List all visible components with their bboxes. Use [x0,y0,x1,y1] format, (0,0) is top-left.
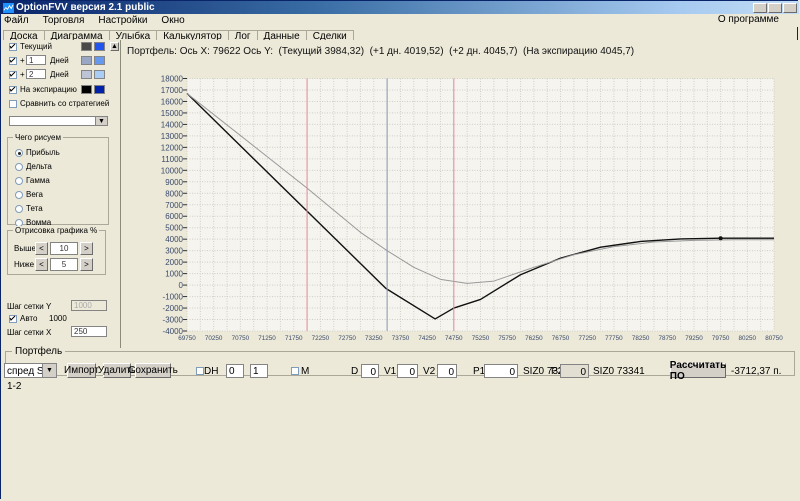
svg-text:9000: 9000 [165,178,183,187]
svg-text:18000: 18000 [161,75,184,84]
svg-text:11000: 11000 [161,155,183,164]
svg-text:-2000: -2000 [163,304,184,313]
svg-text:14000: 14000 [161,120,184,129]
svg-text:8000: 8000 [165,189,183,198]
svg-text:17000: 17000 [161,86,184,95]
svg-text:74750: 74750 [445,335,463,342]
svg-text:-3000: -3000 [163,316,184,325]
svg-text:73250: 73250 [365,335,383,342]
svg-text:78250: 78250 [632,335,650,342]
svg-text:76250: 76250 [525,335,543,342]
svg-text:80250: 80250 [739,335,757,342]
svg-text:77250: 77250 [578,335,596,342]
svg-text:70250: 70250 [205,335,223,342]
svg-text:6000: 6000 [165,212,183,221]
svg-text:5000: 5000 [165,224,183,233]
svg-text:69750: 69750 [178,335,196,342]
svg-text:1000: 1000 [165,270,183,279]
svg-text:72250: 72250 [312,335,330,342]
svg-text:15000: 15000 [161,109,184,118]
svg-text:13000: 13000 [161,132,184,141]
svg-text:7000: 7000 [165,201,183,210]
svg-text:79750: 79750 [712,335,730,342]
svg-text:3000: 3000 [165,247,183,256]
svg-text:0: 0 [179,281,184,290]
svg-text:12000: 12000 [161,143,184,152]
svg-text:79250: 79250 [685,335,703,342]
svg-text:10000: 10000 [161,166,184,175]
svg-text:72750: 72750 [338,335,356,342]
svg-text:4000: 4000 [165,235,183,244]
svg-text:16000: 16000 [161,97,184,106]
svg-text:71250: 71250 [258,335,276,342]
svg-text:77750: 77750 [605,335,623,342]
svg-text:73750: 73750 [392,335,410,342]
svg-text:75750: 75750 [498,335,516,342]
svg-text:71750: 71750 [285,335,303,342]
svg-text:74250: 74250 [418,335,436,342]
svg-text:76750: 76750 [552,335,570,342]
svg-text:78750: 78750 [659,335,677,342]
svg-text:70750: 70750 [232,335,250,342]
svg-text:-4000: -4000 [163,327,184,336]
svg-text:2000: 2000 [165,258,183,267]
svg-text:-1000: -1000 [163,293,184,302]
svg-text:75250: 75250 [472,335,490,342]
svg-text:80750: 80750 [765,335,783,342]
